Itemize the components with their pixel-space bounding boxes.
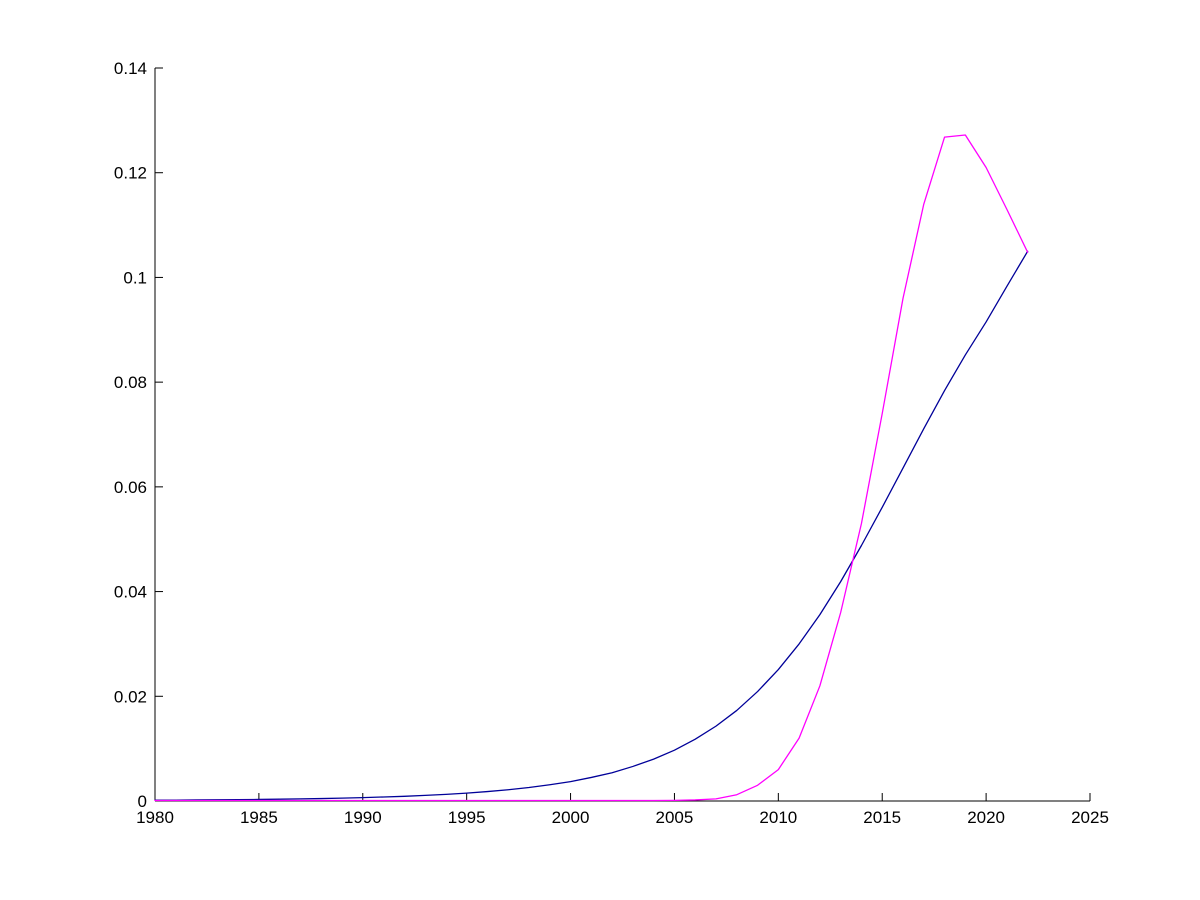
x-tick-label: 1980 bbox=[136, 808, 174, 827]
series-line-steep-peaked-curve bbox=[154, 134, 1029, 802]
x-tick-label: 2010 bbox=[759, 808, 797, 827]
x-tick-label: 1990 bbox=[344, 808, 382, 827]
x-tick-label: 1985 bbox=[240, 808, 278, 827]
y-tick-label: 0.1 bbox=[123, 268, 147, 287]
x-tick-label: 2025 bbox=[1071, 808, 1109, 827]
y-tick-label: 0.04 bbox=[114, 583, 147, 602]
y-tick-label: 0.12 bbox=[114, 164, 147, 183]
x-tick-label: 2020 bbox=[967, 808, 1005, 827]
y-tick-label: 0.02 bbox=[114, 687, 147, 706]
y-tick-label: 0.14 bbox=[114, 59, 147, 78]
x-tick-label: 1995 bbox=[448, 808, 486, 827]
y-tick-label: 0.06 bbox=[114, 478, 147, 497]
x-tick-label: 2015 bbox=[863, 808, 901, 827]
y-tick-label: 0 bbox=[138, 792, 147, 811]
x-tick-label: 2000 bbox=[552, 808, 590, 827]
y-tick-label: 0.08 bbox=[114, 373, 147, 392]
x-tick-label: 2005 bbox=[656, 808, 694, 827]
series-line-smooth-sigmoid-curve bbox=[154, 250, 1029, 801]
